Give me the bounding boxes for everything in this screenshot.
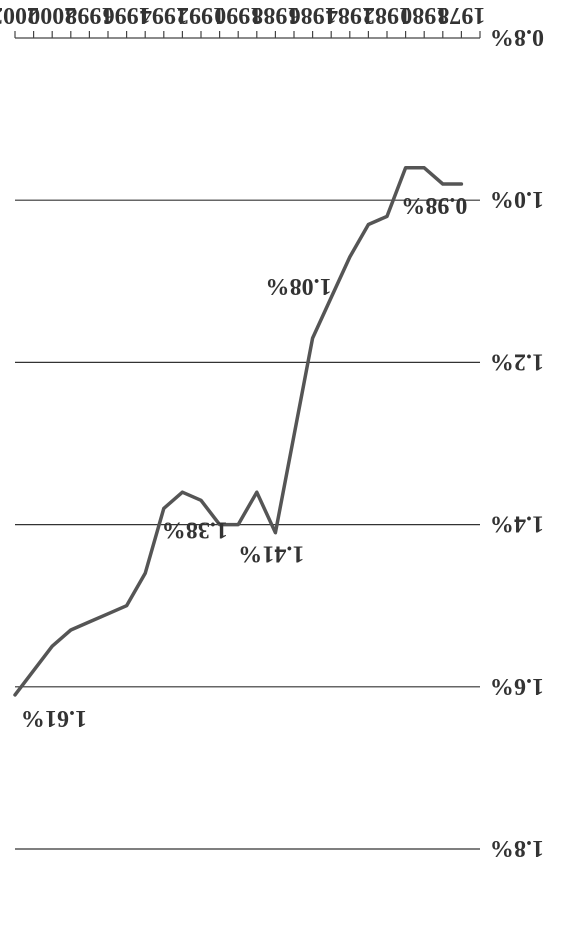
x-tick-label: 2002 (0, 2, 39, 28)
y-tick-label: 1.8% (490, 835, 544, 861)
series-layer (13, 166, 464, 697)
x-tick-label: 1992 (177, 2, 225, 28)
grid-lines (15, 199, 480, 850)
data-label: 1.38% (162, 516, 228, 542)
x-tick-label: 1980 (400, 2, 448, 28)
data-label: 0.98% (401, 192, 467, 218)
x-tick-label: 2000 (28, 2, 76, 28)
x-tick-label: 1990 (214, 2, 262, 28)
y-tick-label: 0.8% (490, 24, 544, 50)
data-labels: 0.98% 1.08% 1.41% 1.38% 1.61% (21, 192, 467, 731)
y-tick-label: 1.2% (490, 348, 544, 374)
y-tick-label: 1.6% (490, 673, 544, 699)
series-line (13, 166, 464, 697)
x-tick-label: 1998 (65, 2, 113, 28)
y-tick-label: 1.0% (490, 186, 544, 212)
x-tick-label: 1988 (251, 2, 299, 28)
data-label: 1.41% (238, 541, 304, 567)
x-tick-label: 1982 (363, 2, 411, 28)
x-tick-label: 1996 (103, 2, 151, 28)
data-label: 1.61% (21, 705, 87, 731)
chart-rotated-group: 0.8% 1.0% 1.2% 1.4% 1.6% 1.8% 1978198019821984… (0, 2, 544, 861)
x-tick-label: 1986 (289, 2, 337, 28)
y-tick-label: 1.4% (490, 511, 544, 537)
data-label: 1.08% (266, 273, 332, 299)
x-tick-label: 1984 (326, 2, 374, 28)
x-tick-label: 1994 (140, 2, 188, 28)
x-tick-label: 1978 (437, 2, 485, 28)
axes: 0.8% 1.0% 1.2% 1.4% 1.6% 1.8% 1978198019821984… (0, 2, 544, 861)
